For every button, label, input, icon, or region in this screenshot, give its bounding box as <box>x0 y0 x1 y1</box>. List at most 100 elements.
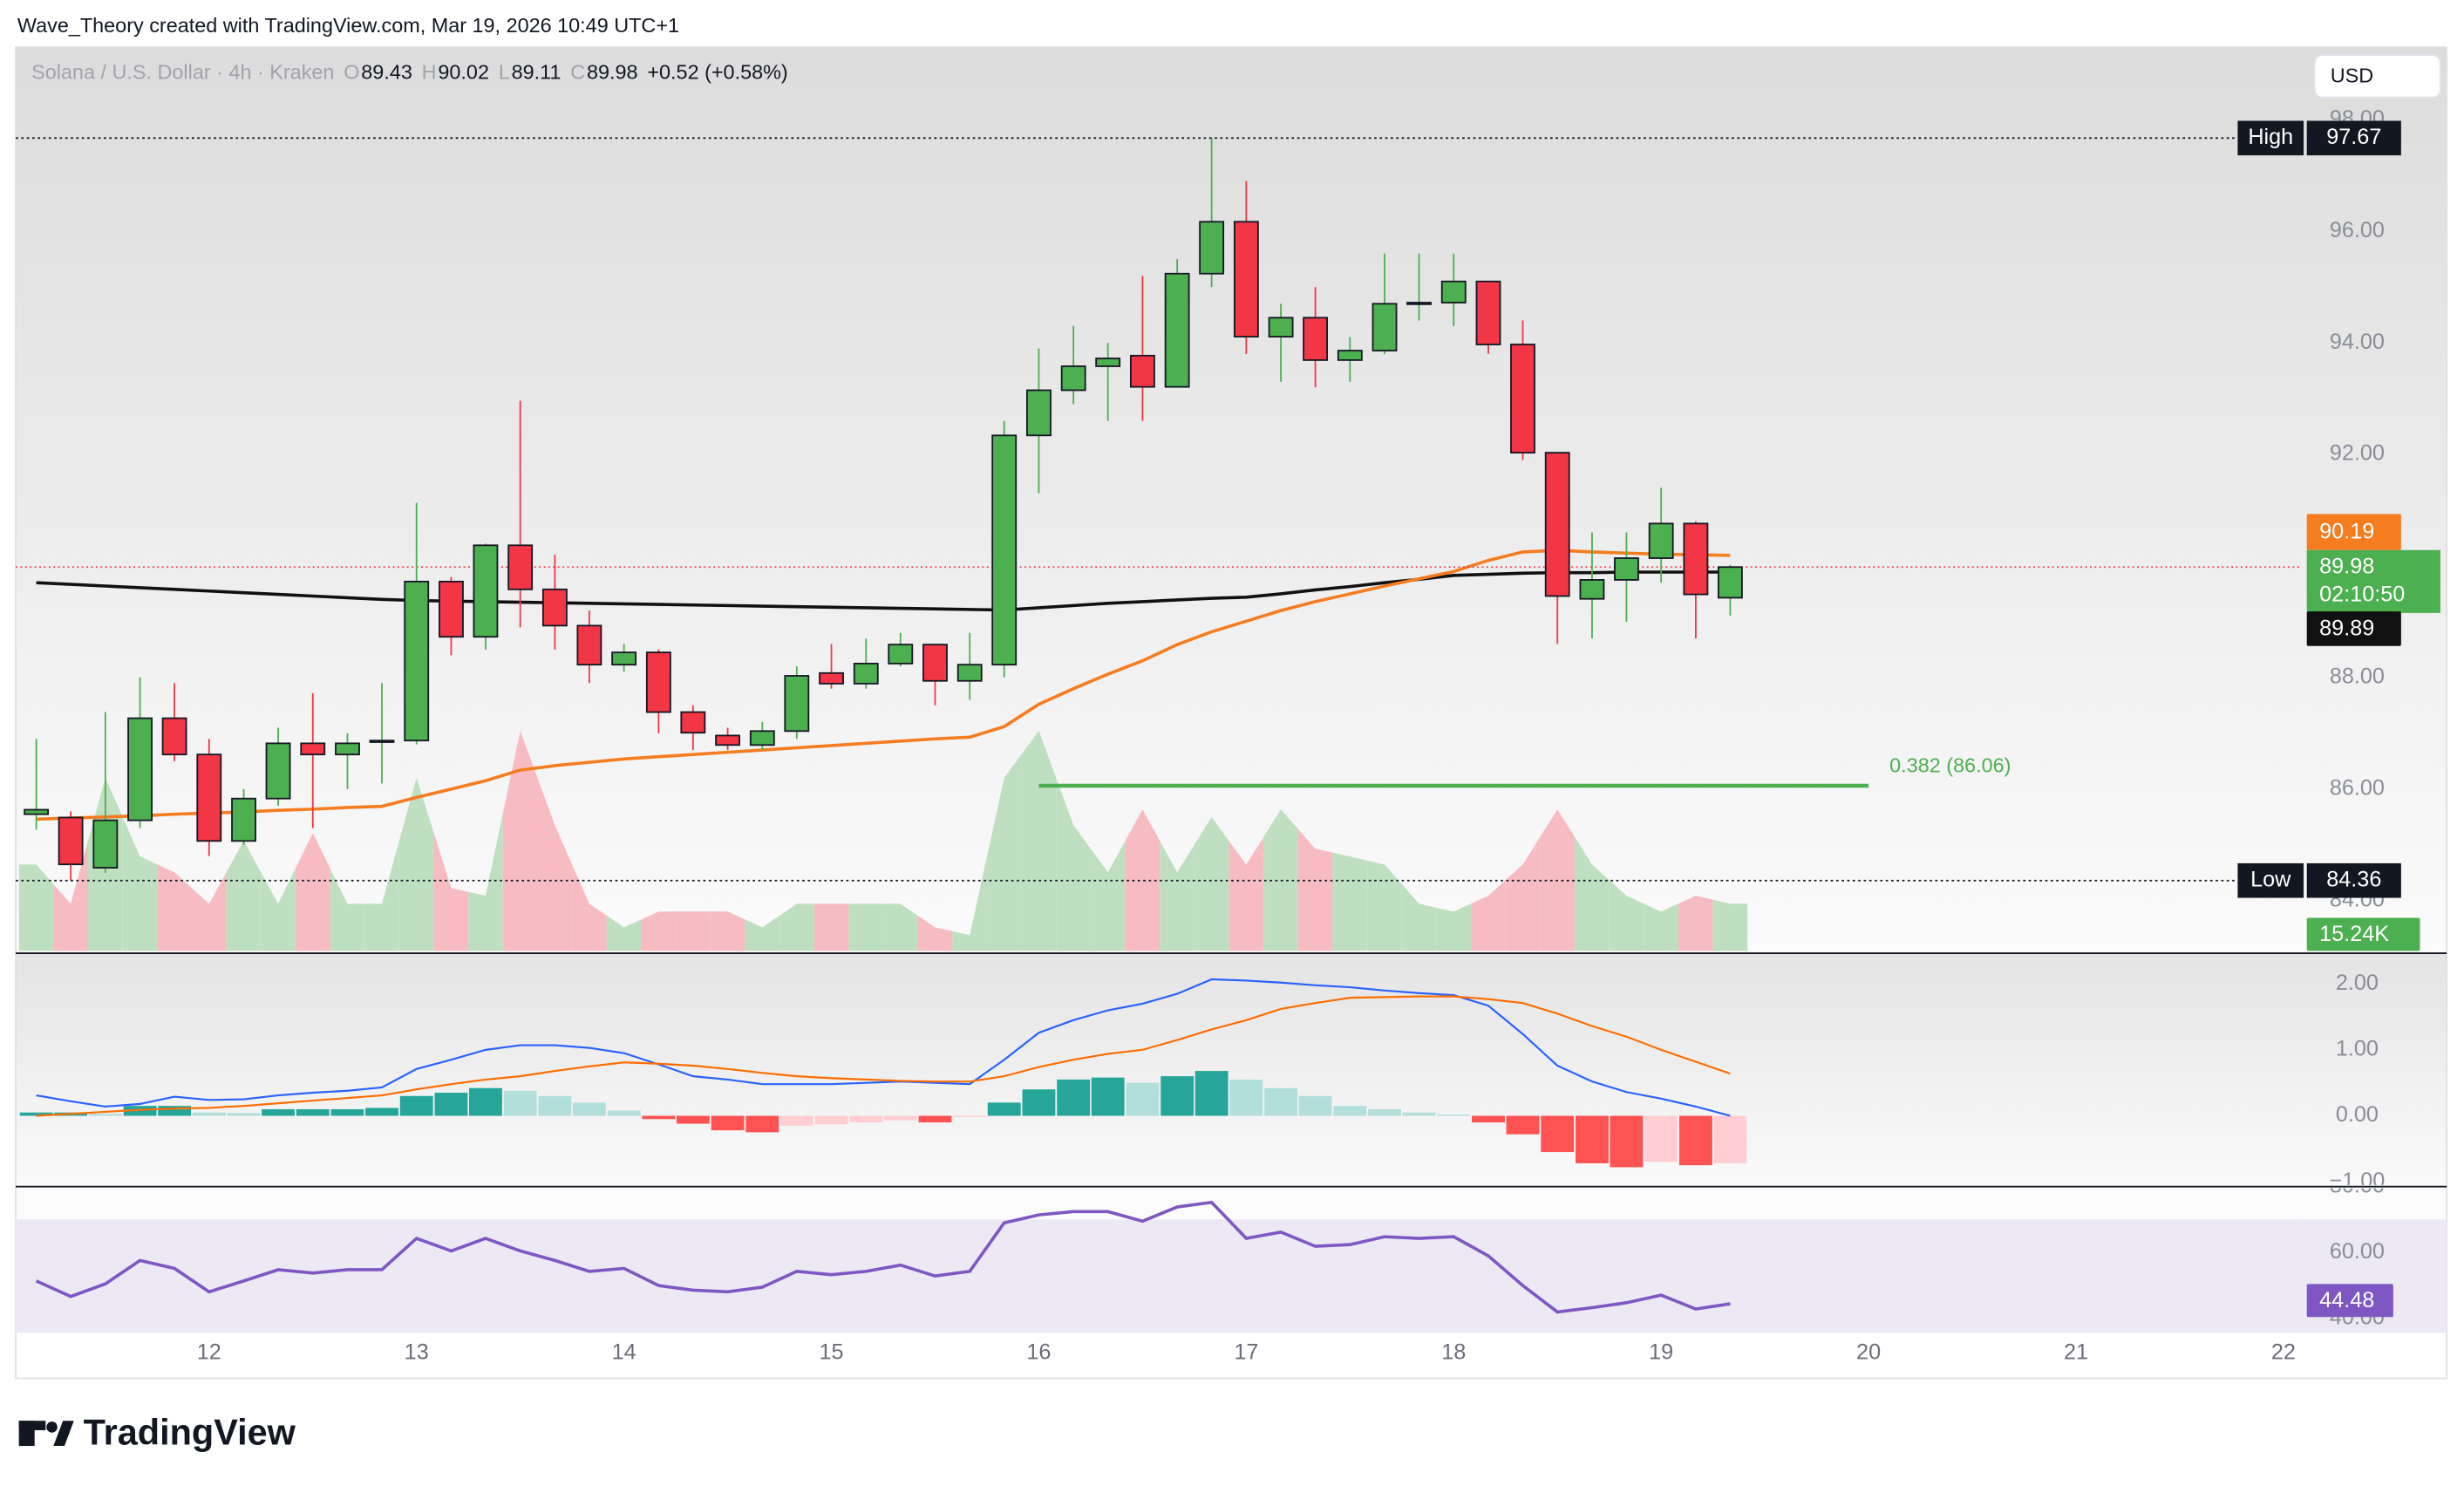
logo-text[interactable]: TradingView <box>84 1411 296 1452</box>
ohlc-value: 89.43 <box>361 61 412 84</box>
low-label: Low <box>2250 867 2291 891</box>
x-tick-label: 17 <box>1234 1339 1258 1364</box>
x-tick-label: 15 <box>820 1339 844 1364</box>
volume-value-box <box>2306 917 2420 951</box>
candle-body <box>991 434 1018 666</box>
volume-area <box>122 817 158 951</box>
volume-area <box>261 868 296 951</box>
candle-body <box>196 753 222 842</box>
candle-body <box>749 730 775 746</box>
volume-area <box>572 864 607 951</box>
macd-histogram-bar <box>1091 1077 1125 1116</box>
macd-histogram-bar <box>711 1115 745 1131</box>
macd-histogram-bar <box>1678 1115 1712 1166</box>
macd-histogram-bar <box>227 1113 261 1116</box>
volume-area <box>779 903 814 951</box>
macd-histogram-bar <box>538 1095 572 1116</box>
macd-histogram-bar <box>1506 1115 1540 1135</box>
logo[interactable]: TradingView <box>18 1411 296 1452</box>
macd-histogram-bar <box>434 1093 468 1116</box>
macd-histogram-bar <box>1022 1089 1056 1116</box>
candle-body <box>507 544 534 590</box>
rsi-band <box>16 1219 2303 1333</box>
macd-histogram-bar <box>1057 1079 1091 1116</box>
volume-area <box>18 864 54 951</box>
volume-area <box>1644 903 1679 951</box>
macd-histogram-bar <box>19 1112 53 1116</box>
volume-area <box>641 911 677 951</box>
candle-body <box>1648 522 1674 559</box>
moving-average <box>36 570 1731 612</box>
rsi-value: 44.48 <box>2319 1288 2374 1312</box>
last-price-box <box>2306 549 2440 613</box>
x-tick-label: 21 <box>2064 1339 2088 1364</box>
volume-area <box>157 864 192 951</box>
candle-body <box>1303 317 1328 361</box>
macd-histogram-bar <box>1437 1114 1471 1116</box>
high-tag <box>2237 120 2304 156</box>
candle-body <box>645 651 671 713</box>
candle-body <box>956 664 983 682</box>
y-tick-label: 80.00 <box>2330 1173 2385 1197</box>
candle-body <box>715 734 741 746</box>
currency-box[interactable] <box>2313 54 2441 99</box>
macd-histogram-bar <box>1402 1112 1436 1116</box>
volume-area <box>1090 841 1126 951</box>
candle-body <box>1475 280 1501 345</box>
volume-area <box>1297 828 1333 951</box>
x-tick-label: 14 <box>612 1339 636 1364</box>
volume-area <box>1678 896 1713 951</box>
macd-histogram-bar <box>1298 1095 1332 1116</box>
volume-area <box>468 813 503 951</box>
candle-body <box>576 624 602 666</box>
volume-area <box>433 833 469 951</box>
volume-area <box>606 915 642 951</box>
macd-histogram-bar <box>1333 1106 1367 1116</box>
macd-histogram-bar <box>987 1102 1021 1116</box>
macd-histogram-bar <box>262 1108 295 1116</box>
y-tick-label: 60.00 <box>2330 1239 2385 1264</box>
y-tick-label: 92.00 <box>2330 441 2385 466</box>
macd-histogram-bar <box>1644 1115 1678 1162</box>
candle-body <box>680 711 706 734</box>
candle-body <box>24 808 50 815</box>
ohlc-value: 89.11 <box>512 61 562 84</box>
volume-area <box>1125 809 1161 951</box>
macd-histogram-bar <box>1713 1115 1747 1163</box>
fib-label: 0.382 (86.06) <box>1889 754 2011 777</box>
macd-histogram-bar <box>1229 1079 1263 1116</box>
candle-body <box>1199 221 1225 275</box>
currency-button[interactable]: USD <box>2313 54 2441 99</box>
candle-body <box>819 671 844 685</box>
last-price: 89.98 <box>2319 554 2374 578</box>
candle-body <box>1129 354 1155 388</box>
change: +0.52 (+0.58%) <box>647 61 787 84</box>
candle-body <box>127 717 153 821</box>
volume-area <box>53 841 88 951</box>
volume-area <box>1712 899 1748 951</box>
candle-body <box>335 742 360 756</box>
macd-histogram-bar <box>88 1114 122 1116</box>
macd-histogram-bar <box>1264 1087 1298 1116</box>
currency[interactable]: USD <box>2331 64 2373 86</box>
y-tick-label: 2.00 <box>2336 971 2379 995</box>
high-value: 97.67 <box>2326 125 2381 149</box>
ohlc-letter: O <box>344 61 359 84</box>
y-tick-label: 86.00 <box>2330 776 2385 801</box>
volume-area <box>1436 903 1472 951</box>
macd-histogram-bar <box>607 1110 641 1116</box>
logo-icon <box>53 1421 74 1447</box>
candle-body <box>1268 317 1294 337</box>
candle-body <box>1406 302 1432 305</box>
sma-value: 89.89 <box>2319 616 2374 640</box>
volume-area <box>917 915 953 951</box>
candle-body <box>1060 365 1086 392</box>
candle-body <box>784 675 810 733</box>
candle-body <box>1095 358 1121 367</box>
volume-area <box>1194 817 1229 951</box>
ohlc-letter: L <box>499 61 510 84</box>
volume-area <box>226 841 262 951</box>
x-tick-label: 18 <box>1441 1339 1466 1364</box>
volume-area <box>745 915 780 951</box>
